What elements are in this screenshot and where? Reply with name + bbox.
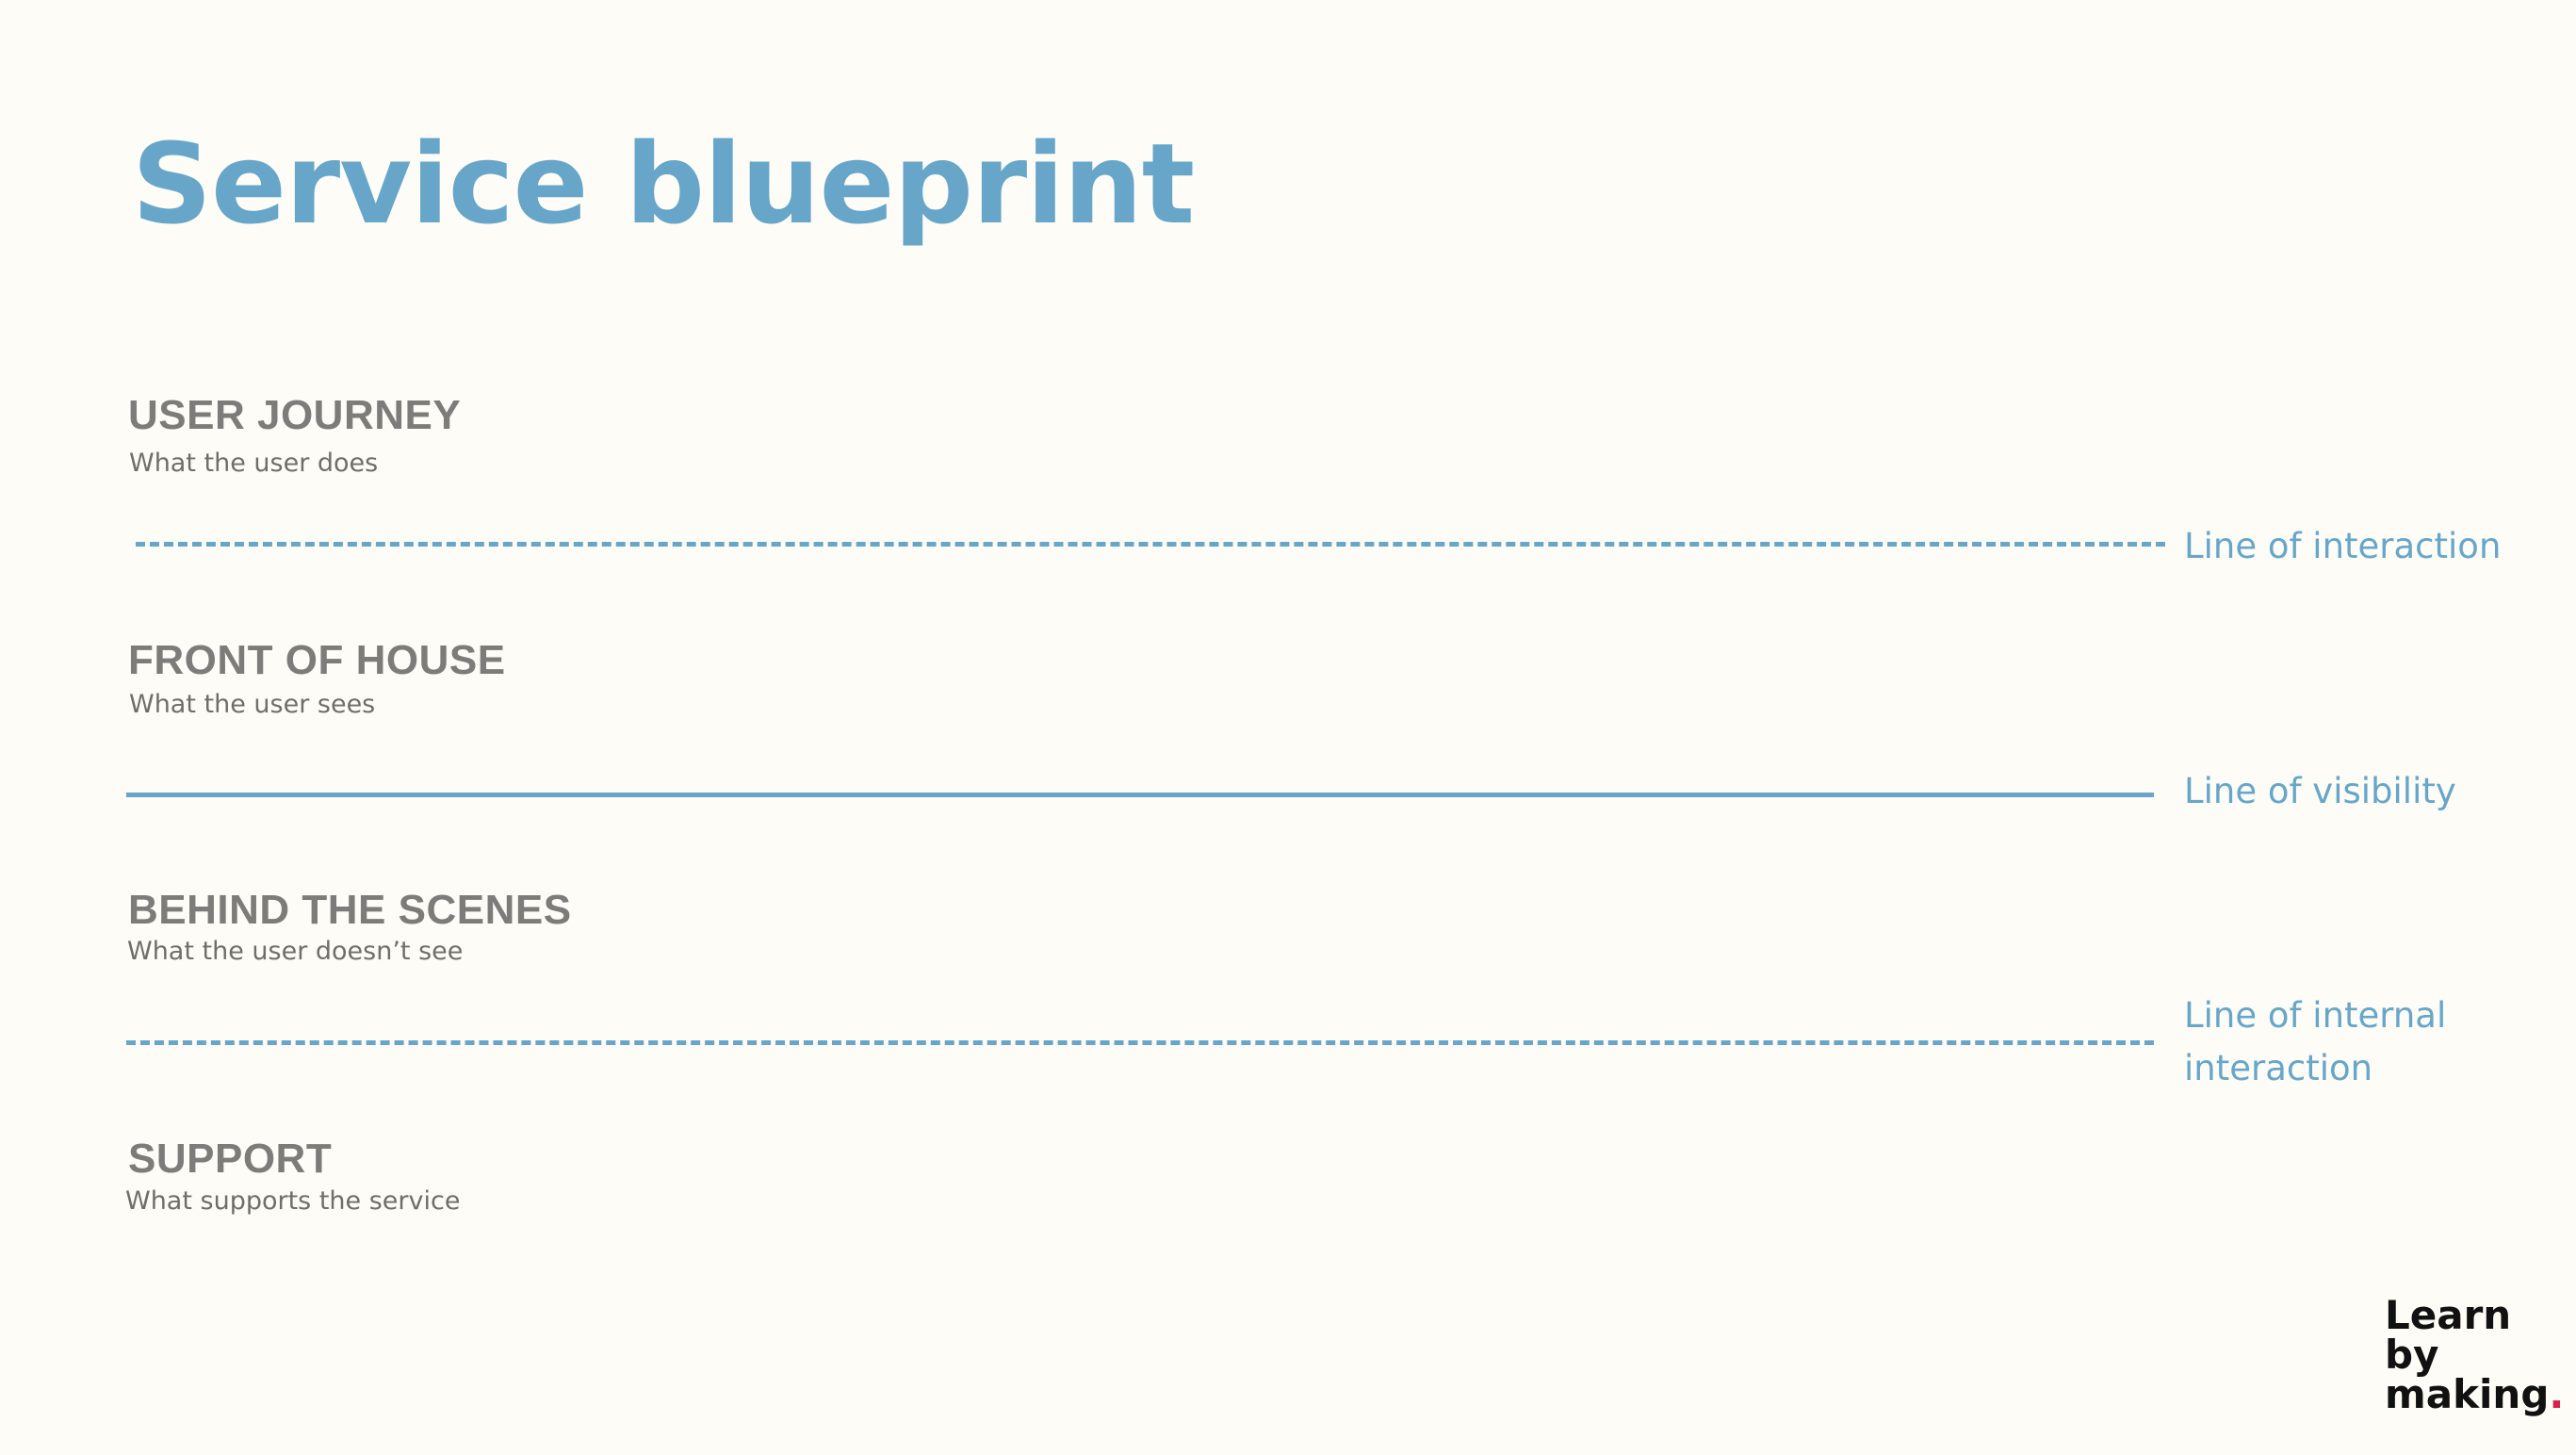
line-of-internal-interaction [126, 1040, 2154, 1045]
line-of-visibility-label: Line of visibility [2184, 771, 2456, 811]
section-heading-user-journey: USER JOURNEY [128, 392, 462, 438]
logo-line-learn: Learn [2385, 1292, 2512, 1338]
section-description-support: What supports the service [125, 1186, 461, 1216]
line-of-visibility [126, 793, 2154, 797]
logo-dot: . [2549, 1371, 2565, 1417]
logo-line-making: making. [2385, 1375, 2564, 1414]
section-heading-front-of-house: FRONT OF HOUSE [128, 637, 506, 683]
logo-word-making: making [2385, 1371, 2550, 1417]
line-of-interaction [136, 542, 2165, 547]
section-description-behind-the-scenes: What the user doesn’t see [127, 937, 464, 966]
line-of-internal-interaction-label: Line of internal interaction [2184, 995, 2447, 1088]
learn-by-making-logo: Learn by making. [2385, 1296, 2564, 1414]
logo-line-by: by [2385, 1332, 2439, 1378]
section-description-user-journey: What the user does [129, 449, 379, 478]
section-description-front-of-house: What the user sees [129, 690, 376, 719]
page-title: Service blueprint [132, 119, 1195, 249]
section-heading-behind-the-scenes: BEHIND THE SCENES [128, 887, 572, 933]
line-of-interaction-label: Line of interaction [2184, 526, 2502, 566]
section-heading-support: SUPPORT [128, 1136, 333, 1182]
